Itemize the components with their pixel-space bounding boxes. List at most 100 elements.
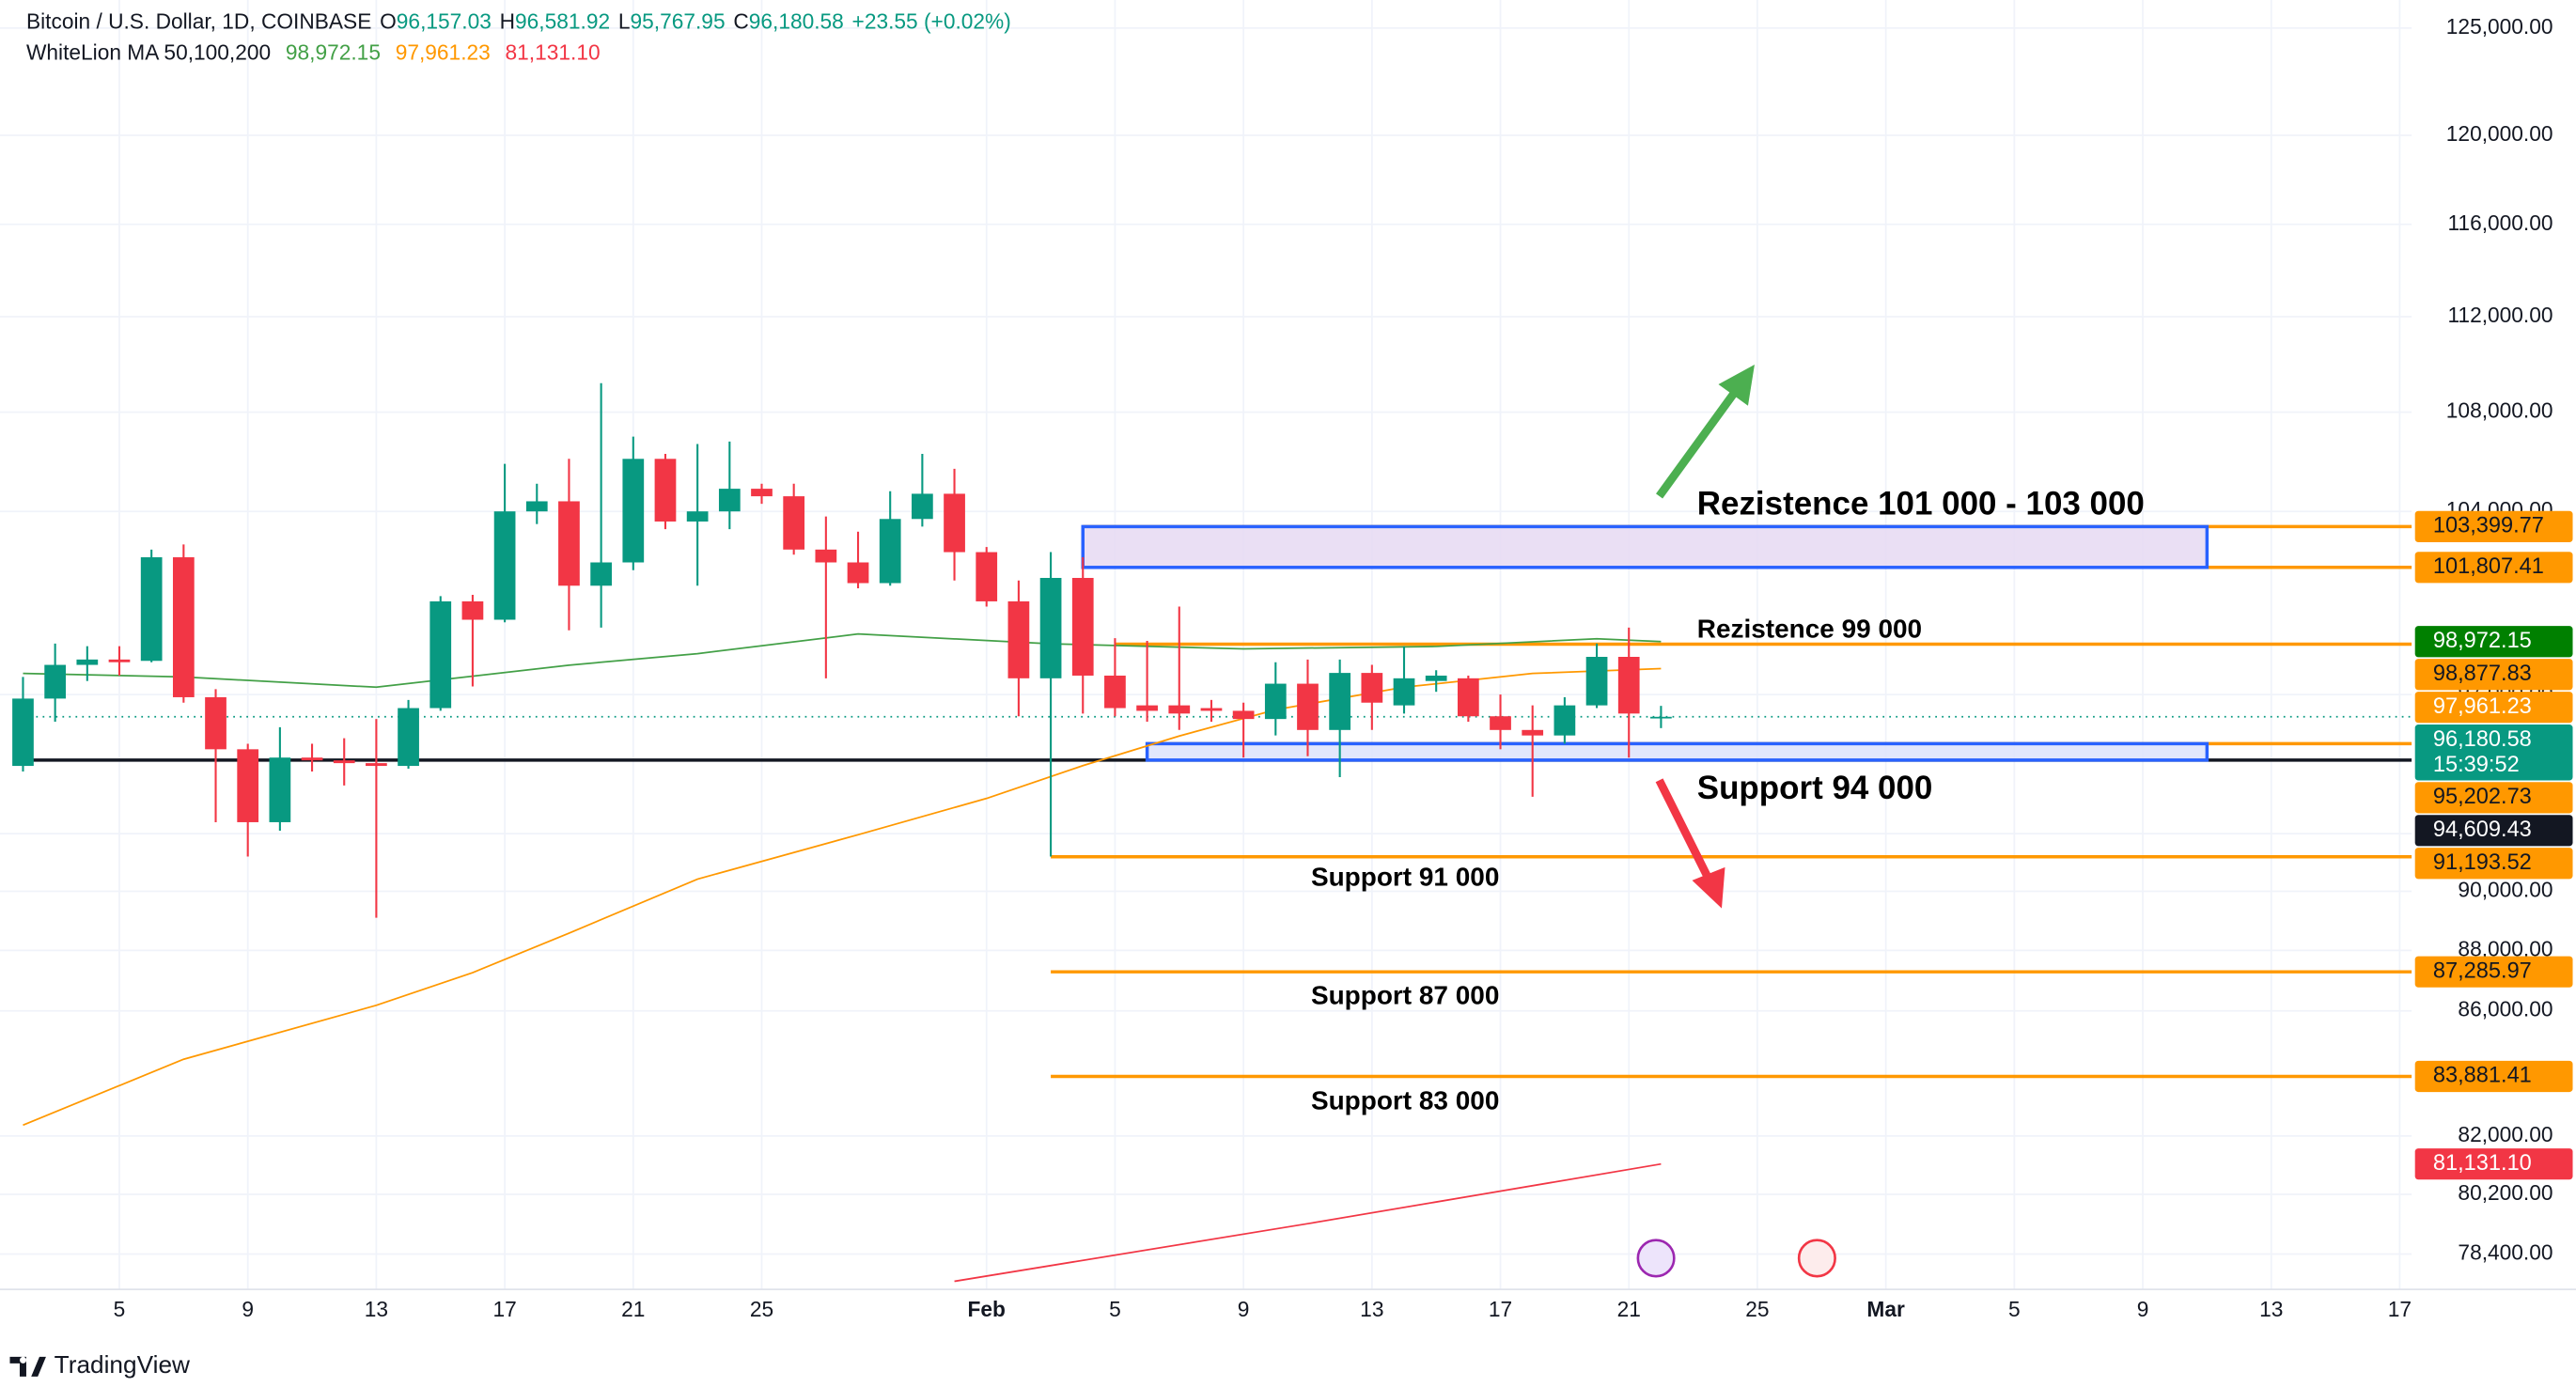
ma-line — [23, 632, 1662, 689]
annotation: Support 83 000 — [1311, 1085, 1499, 1114]
ohlc-value: 96,180.58 — [749, 8, 844, 33]
ohlc-value: 95,767.95 — [631, 8, 726, 33]
change: +23.55 (+0.02%) — [852, 8, 1011, 33]
y-tick-label: 90,000.00 — [2458, 878, 2553, 902]
price-label-box — [2414, 692, 2573, 724]
ohlc-key: H — [500, 8, 515, 33]
price-label: 91,193.52 — [2433, 849, 2532, 874]
candle-body — [1650, 716, 1672, 719]
candle-body — [1329, 673, 1351, 730]
event-icon[interactable] — [1636, 1239, 1676, 1278]
candle-body — [1007, 600, 1030, 678]
price-label: 81,131.10 — [2433, 1150, 2532, 1175]
candle-body — [237, 749, 259, 822]
annotation: Rezistence 99 000 — [1697, 615, 1922, 644]
x-tick-label: Mar — [1866, 1297, 1905, 1321]
arrow-down-head — [1692, 866, 1725, 909]
candle-body — [269, 757, 291, 822]
x-tick-label: 13 — [365, 1297, 388, 1321]
tv-logo — [9, 1356, 46, 1377]
candle-body — [1200, 708, 1223, 711]
candle-body — [718, 489, 741, 512]
x-tick-label: 5 — [114, 1297, 126, 1321]
x-tick-label: 17 — [1489, 1297, 1512, 1321]
x-tick-label: 17 — [2388, 1297, 2412, 1321]
y-tick-label: 116,000.00 — [2447, 210, 2553, 235]
candle-body — [1585, 656, 1608, 706]
price-label-box — [2414, 725, 2573, 781]
x-tick-label: 13 — [1360, 1297, 1383, 1321]
price-label-box — [2414, 659, 2573, 691]
flag-icon[interactable] — [1797, 1239, 1836, 1278]
candle-body — [172, 557, 195, 697]
candle-body — [44, 664, 67, 699]
candle-body — [1071, 578, 1094, 676]
x-tick-label: 17 — [492, 1297, 516, 1321]
indicator-line: WhiteLion MA 50,100,200 98,972.15 97,961.2… — [26, 40, 601, 65]
candle-body — [1425, 675, 1447, 681]
price-label: 94,609.43 — [2433, 817, 2532, 841]
annotation: Support 91 000 — [1311, 863, 1499, 892]
footer: TradingView — [9, 1350, 190, 1379]
zones — [1081, 524, 2209, 762]
annotation: Support 87 000 — [1311, 980, 1499, 1009]
annotation-texts: Rezistence 101 000 - 103 000 Rezistence 9… — [1311, 486, 2145, 1115]
arrow-down — [1655, 778, 1712, 881]
price-label-box — [2414, 848, 2573, 880]
price-label-box — [2414, 956, 2573, 988]
price-label-box — [2414, 626, 2573, 658]
price-label-box — [2414, 552, 2573, 584]
x-tick-label: 5 — [2008, 1297, 2021, 1321]
candle-body — [205, 696, 226, 750]
price-label: 103,399.77 — [2433, 513, 2544, 538]
candle-body — [976, 552, 998, 601]
price-label: 98,972.15 — [2433, 628, 2532, 652]
candle-body — [1039, 578, 1062, 678]
candle-body — [1393, 678, 1415, 706]
candle-body — [1168, 705, 1191, 714]
candle-body — [1457, 678, 1479, 717]
candle-body — [140, 557, 163, 662]
candle-body — [108, 659, 131, 662]
price-label: 101,807.41 — [2433, 553, 2544, 578]
moving-averages — [23, 632, 1662, 1283]
x-tick-label: 13 — [2259, 1297, 2283, 1321]
x-tick-label: 25 — [1745, 1297, 1769, 1321]
x-tick-label: 21 — [1617, 1297, 1641, 1321]
zone — [1081, 524, 2209, 569]
candle-body — [686, 511, 709, 522]
candle-body — [76, 659, 99, 665]
price-label: 83,881.41 — [2433, 1063, 2532, 1087]
price-label: 95,202.73 — [2433, 784, 2532, 808]
ma-line — [23, 667, 1662, 1127]
arrow-up — [1656, 391, 1737, 499]
candle-body — [1297, 683, 1319, 730]
candle-body — [1617, 656, 1640, 714]
price-label: 97,961.23 — [2433, 694, 2532, 718]
candle-body — [1264, 683, 1287, 720]
price-label-box — [2414, 1060, 2573, 1093]
y-tick-label: 80,200.00 — [2458, 1180, 2553, 1205]
y-tick-label: 108,000.00 — [2446, 398, 2553, 423]
candle-body — [847, 562, 869, 584]
candle-body — [1553, 705, 1576, 736]
annotation: Rezistence 101 000 - 103 000 — [1697, 486, 2145, 522]
candle-body — [944, 493, 965, 553]
price-labels: 103,399.77 101,807.41 98,972.15 98,877.83 97… — [2414, 510, 2573, 1180]
x-tick-label: 25 — [750, 1297, 773, 1321]
candle-body — [398, 708, 419, 767]
ohlc-key: L — [618, 8, 631, 33]
candle-body — [622, 459, 645, 563]
ohlc-key: C — [733, 8, 748, 33]
candle-body — [751, 489, 773, 497]
candle-body — [493, 511, 516, 620]
x-tick-label: Feb — [968, 1297, 1006, 1321]
candles — [12, 382, 1672, 918]
candle-body — [654, 459, 677, 522]
price-label: 98,877.83 — [2433, 661, 2532, 685]
price-label-box — [2414, 815, 2573, 847]
price-label: 87,285.97 — [2433, 958, 2532, 982]
arrow-up-head — [1718, 365, 1755, 406]
